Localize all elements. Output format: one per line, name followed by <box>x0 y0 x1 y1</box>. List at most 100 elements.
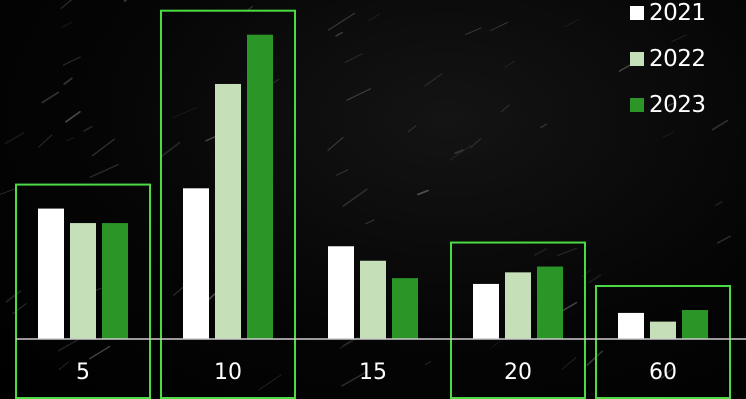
x-tick-label-15: 15 <box>359 360 387 385</box>
bar-2021-60 <box>618 312 644 339</box>
x-tick-labels: 5 10 15 20 60 <box>76 360 677 385</box>
star-streak <box>365 219 375 225</box>
bar-2023-20 <box>537 266 563 339</box>
star-streak <box>586 350 603 366</box>
star-streak <box>159 141 181 158</box>
bar-2022-5 <box>70 223 96 339</box>
star-streak <box>38 134 53 148</box>
legend-item-2023: 2023 <box>630 92 706 118</box>
star-streak <box>417 189 429 196</box>
bars <box>38 34 708 340</box>
star-streak <box>89 163 119 178</box>
bar-2021-5 <box>38 208 64 339</box>
star-streak <box>581 269 592 278</box>
star-streak <box>12 303 27 315</box>
star-streak <box>171 107 197 119</box>
star-streak <box>424 73 443 87</box>
star-streak <box>57 339 78 352</box>
highlight-box-60 <box>595 285 731 399</box>
star-streak <box>66 136 75 142</box>
star-streak <box>343 340 352 346</box>
star-streak <box>83 125 93 132</box>
bar-2021-20 <box>473 283 499 339</box>
bar-2023-5 <box>102 223 128 339</box>
star-streak <box>667 102 676 107</box>
x-tick-label-5: 5 <box>76 360 90 385</box>
star-streak <box>469 138 481 149</box>
star-streak <box>557 247 578 256</box>
star-streak <box>492 339 503 348</box>
star-streak <box>454 149 464 155</box>
star-streak <box>407 125 417 133</box>
star-streak <box>449 145 472 161</box>
star-streak <box>504 60 515 68</box>
legend-swatch-2022 <box>630 52 644 66</box>
star-streak <box>716 235 732 244</box>
star-streak <box>344 53 363 64</box>
star-streak <box>464 27 482 36</box>
bar-2021-10 <box>183 188 209 339</box>
highlight-box-5 <box>15 183 151 399</box>
star-streak <box>711 119 729 131</box>
legend-item-2021: 2021 <box>630 0 706 26</box>
star-streak <box>715 201 723 206</box>
star-streak <box>662 131 675 138</box>
highlight-box-10 <box>160 9 296 399</box>
highlight-box-20 <box>450 241 586 399</box>
bar-2023-15 <box>392 278 418 339</box>
star-streak <box>0 187 18 195</box>
star-streak <box>62 56 81 66</box>
star-streak <box>58 361 70 371</box>
star-streak <box>671 34 687 43</box>
star-streak <box>258 374 282 391</box>
star-streak <box>342 188 368 207</box>
x-tick-label-10: 10 <box>214 360 242 385</box>
star-streak <box>562 357 577 370</box>
star-streak <box>564 18 580 28</box>
star-streak <box>63 77 73 85</box>
legend-label-2022: 2022 <box>649 46 706 72</box>
bar-2021-15 <box>328 246 354 339</box>
x-tick-label-20: 20 <box>504 360 532 385</box>
star-streak <box>424 361 432 365</box>
bar-2023-60 <box>682 310 708 339</box>
star-streak <box>540 123 548 129</box>
highlight-boxes <box>15 9 731 399</box>
star-streak <box>123 0 128 2</box>
legend: 2021 2022 2023 <box>630 0 706 139</box>
star-streak <box>346 88 372 101</box>
legend-item-2022: 2022 <box>630 46 706 72</box>
star-streak <box>335 31 343 37</box>
star-streak <box>173 285 185 296</box>
star-streak <box>41 91 60 104</box>
star-streak <box>327 12 356 31</box>
star-streak <box>534 248 548 256</box>
star-streak <box>588 274 602 284</box>
star-streak <box>335 169 349 176</box>
x-tick-label-60: 60 <box>649 360 677 385</box>
star-streak <box>65 110 81 123</box>
bar-2023-10 <box>247 34 273 339</box>
star-streak <box>341 370 368 387</box>
bar-2022-20 <box>505 272 531 339</box>
star-streak <box>368 13 381 22</box>
star-streak <box>5 290 22 303</box>
star-streak <box>500 104 510 113</box>
legend-swatch-2021 <box>630 6 644 20</box>
star-streak <box>61 21 73 28</box>
bar-2022-15 <box>360 260 386 339</box>
star-streak <box>327 136 344 152</box>
legend-label-2023: 2023 <box>649 92 706 118</box>
bar-2022-60 <box>650 321 676 339</box>
star-streak <box>661 367 675 379</box>
star-streak <box>60 0 72 9</box>
star-streak <box>89 345 111 360</box>
star-streak <box>490 22 508 31</box>
legend-swatch-2023 <box>630 98 644 112</box>
star-streak <box>4 131 25 145</box>
bar-2022-10 <box>215 83 241 340</box>
star-streak <box>91 138 115 157</box>
legend-label-2021: 2021 <box>649 0 706 26</box>
